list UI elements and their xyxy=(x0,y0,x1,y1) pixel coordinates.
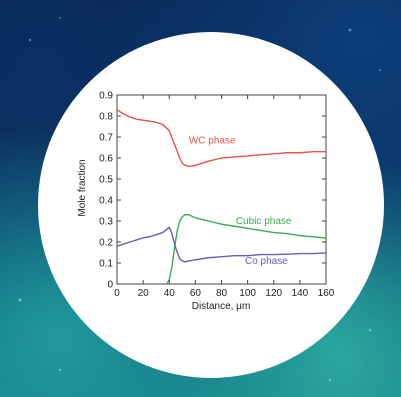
x-tick-label: 100 xyxy=(239,288,256,299)
x-tick-label: 140 xyxy=(292,288,309,299)
y-tick-label: 0.6 xyxy=(99,154,113,165)
y-axis-label: Mole fraction xyxy=(77,159,88,216)
series-label-1: Cubic phase xyxy=(236,216,292,227)
series-line-2 xyxy=(116,226,327,263)
y-tick-label: 0.2 xyxy=(99,238,113,249)
y-tick-label: 0.4 xyxy=(99,196,113,207)
x-tick-label: 20 xyxy=(138,288,150,299)
x-tick-label: 60 xyxy=(190,288,202,299)
plot-area-frame xyxy=(116,94,327,285)
y-tick-label: 0.9 xyxy=(99,91,113,102)
x-tick-label: 120 xyxy=(265,288,282,299)
y-tick-label: 0.3 xyxy=(99,217,113,228)
y-tick-label: 0 xyxy=(107,280,113,291)
series-label-0: WC phase xyxy=(189,135,236,146)
x-tick-label: 80 xyxy=(216,288,228,299)
x-tick-label: 0 xyxy=(114,288,120,299)
y-tick-label: 0.1 xyxy=(99,259,113,270)
y-tick-label: 0.7 xyxy=(99,133,113,144)
series-line-0 xyxy=(116,109,326,168)
x-tick-label: 40 xyxy=(164,288,176,299)
x-axis-label: Distance, μm xyxy=(192,301,251,312)
y-tick-label: 0.8 xyxy=(99,112,113,123)
x-tick-label: 160 xyxy=(318,288,335,299)
y-tick-label: 0.5 xyxy=(99,175,113,186)
series-label-2: Co phase xyxy=(245,256,288,267)
